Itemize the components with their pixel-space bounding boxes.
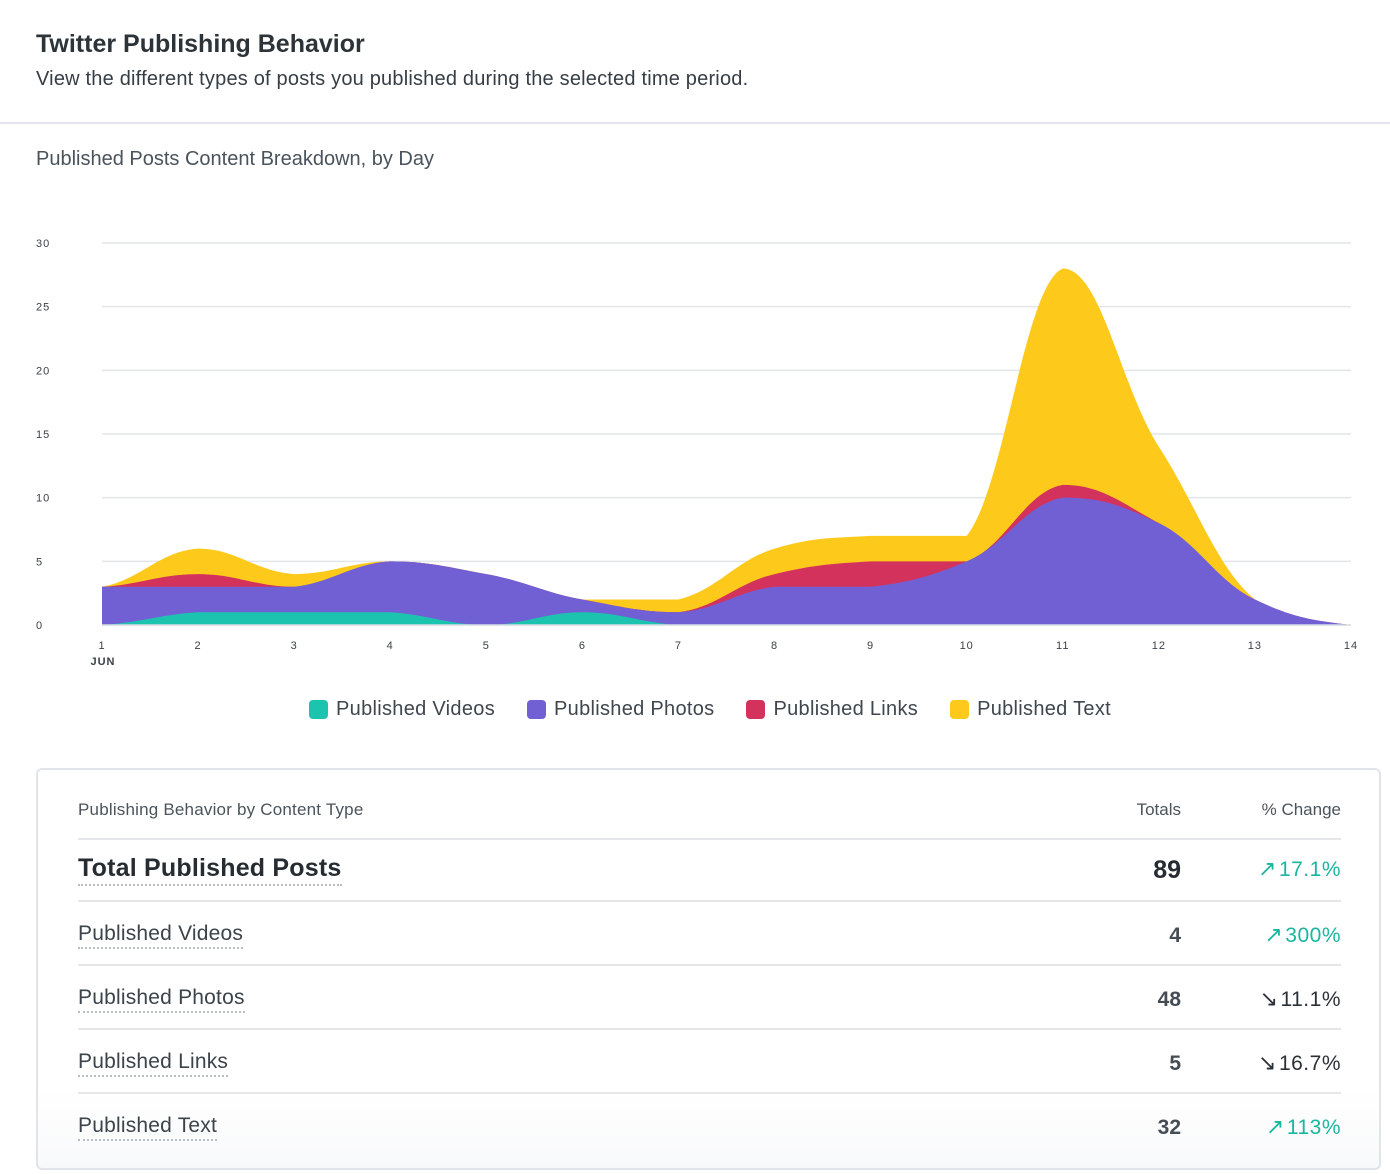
arrow-up-icon: ↗	[1265, 1114, 1285, 1139]
row-change-value: 300%	[1285, 924, 1341, 947]
legend-label-text: Published Text	[977, 698, 1111, 720]
row-change-videos: ↗300%	[1264, 922, 1341, 948]
row-change-text: ↗113%	[1266, 1114, 1341, 1140]
table-row-videos: Published Videos 4 ↗300%	[78, 902, 1341, 966]
table-header-change: % Change	[1261, 800, 1341, 819]
row-total-videos: 4	[1169, 924, 1181, 947]
content-type-table: Publishing Behavior by Content Type Tota…	[36, 768, 1381, 1170]
x-tick-label: 1	[98, 640, 105, 652]
row-label-photos[interactable]: Published Photos	[78, 986, 245, 1013]
row-total-photos: 48	[1157, 988, 1181, 1011]
table-row-total: Total Published Posts 89 ↗17.1%	[78, 838, 1341, 902]
table-header-label: Publishing Behavior by Content Type	[78, 800, 364, 819]
panel-header: Twitter Publishing Behavior View the dif…	[0, 0, 1390, 124]
legend-swatch-text	[950, 700, 970, 719]
y-tick-label: 30	[36, 238, 50, 250]
arrow-down-icon: ↘	[1259, 986, 1279, 1011]
row-change-value: 17.1%	[1278, 858, 1341, 881]
legend-swatch-links	[746, 700, 766, 719]
row-label-links[interactable]: Published Links	[78, 1050, 229, 1077]
legend-label-links: Published Links	[773, 698, 919, 720]
x-tick-label: 11	[1056, 640, 1069, 652]
legend-item-text[interactable]: Published Text	[950, 698, 1111, 721]
arrow-up-icon: ↗	[1264, 922, 1284, 947]
area-published-videos[interactable]	[102, 612, 1351, 625]
row-change-links: ↘16.7%	[1258, 1050, 1341, 1076]
row-change-total: ↗17.1%	[1258, 856, 1341, 882]
legend-swatch-videos	[309, 700, 328, 719]
page-subtitle: View the different types of posts you pu…	[36, 68, 749, 90]
row-change-value: 11.1%	[1280, 988, 1341, 1011]
x-tick-label: 7	[675, 640, 682, 652]
x-month-label: JUN	[90, 656, 115, 668]
legend-label-photos: Published Photos	[554, 698, 715, 720]
y-tick-label: 0	[36, 620, 43, 632]
y-tick-label: 20	[36, 365, 50, 377]
x-tick-label: 2	[195, 640, 202, 652]
y-tick-label: 15	[36, 429, 50, 441]
x-tick-label: 8	[771, 640, 778, 652]
y-tick-label: 5	[36, 556, 43, 568]
table-row-links: Published Links 5 ↘16.7%	[78, 1030, 1341, 1094]
x-tick-label: 12	[1152, 640, 1166, 652]
area-published-photos[interactable]	[102, 497, 1351, 625]
row-total-links: 5	[1169, 1052, 1181, 1075]
legend-item-videos[interactable]: Published Videos	[309, 698, 495, 721]
y-tick-label: 25	[36, 302, 50, 314]
row-change-value: 16.7%	[1278, 1052, 1341, 1075]
row-label-text[interactable]: Published Text	[78, 1114, 218, 1141]
x-tick-label: 10	[960, 640, 974, 652]
x-tick-label: 13	[1248, 640, 1262, 652]
arrow-up-icon: ↗	[1258, 856, 1277, 881]
x-tick-label: 9	[867, 640, 874, 652]
row-label-total[interactable]: Total Published Posts	[78, 854, 342, 886]
legend-label-videos: Published Videos	[336, 698, 495, 720]
x-tick-label: 3	[291, 640, 298, 652]
x-tick-label: 14	[1344, 640, 1358, 652]
row-change-value: 113%	[1286, 1116, 1341, 1139]
row-change-photos: ↘11.1%	[1260, 986, 1341, 1012]
table-body: Total Published Posts 89 ↗17.1% Publishe…	[78, 838, 1341, 1156]
legend-item-links[interactable]: Published Links	[746, 698, 918, 721]
row-total-total: 89	[1153, 856, 1181, 884]
row-label-videos[interactable]: Published Videos	[78, 922, 244, 949]
x-tick-label: 4	[387, 640, 394, 652]
x-tick-label: 5	[483, 640, 490, 652]
arrow-down-icon: ↘	[1258, 1050, 1277, 1075]
page-title: Twitter Publishing Behavior	[36, 30, 365, 58]
chart-title: Published Posts Content Breakdown, by Da…	[36, 148, 434, 170]
legend-item-photos[interactable]: Published Photos	[527, 698, 714, 721]
legend-swatch-photos	[527, 700, 546, 719]
row-total-text: 32	[1157, 1116, 1181, 1139]
table-header: Publishing Behavior by Content Type Tota…	[78, 800, 1341, 840]
table-row-text: Published Text 32 ↗113%	[78, 1094, 1341, 1156]
y-tick-label: 10	[36, 493, 50, 505]
x-tick-label: 6	[579, 640, 586, 652]
table-row-photos: Published Photos 48 ↘11.1%	[78, 966, 1341, 1030]
table-header-totals: Totals	[1136, 800, 1181, 819]
chart-legend: Published Videos Published Photos Publis…	[0, 698, 1390, 721]
